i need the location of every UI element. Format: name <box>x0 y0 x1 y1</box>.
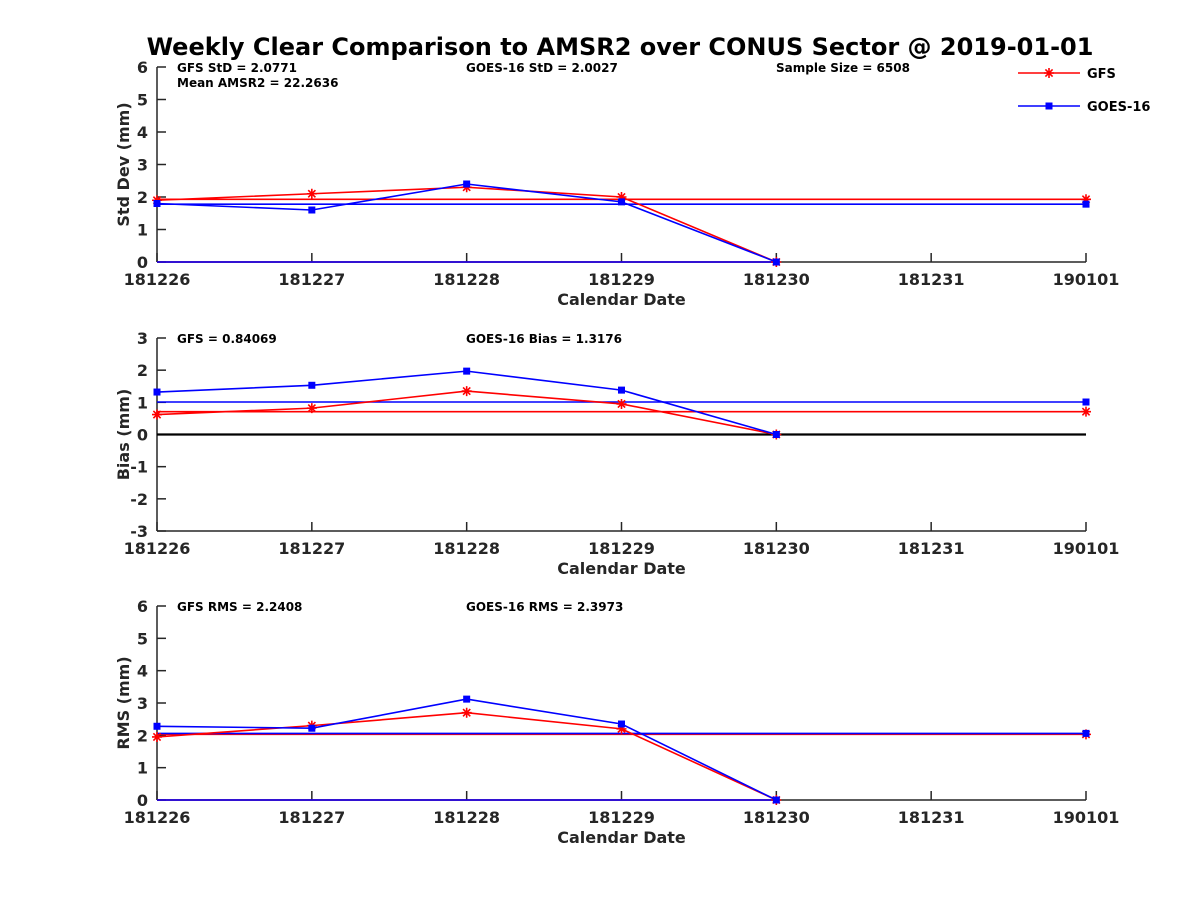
reference-line-end-marker <box>1081 406 1091 417</box>
data-point-goes-16 <box>618 198 625 206</box>
x-tick-label: 181230 <box>743 539 810 558</box>
data-point-goes-16 <box>463 180 471 188</box>
data-point-goes-16 <box>308 724 316 732</box>
x-tick-label: 181229 <box>588 270 655 289</box>
annotation-gfs: GFS StD = 2.0771 <box>177 61 297 75</box>
y-axis-label: RMS (mm) <box>114 656 133 749</box>
x-tick-label: 181226 <box>124 808 191 827</box>
x-tick-label: 181227 <box>278 539 345 558</box>
legend-label: GOES-16 <box>1087 100 1150 115</box>
annotation-goes: GOES-16 RMS = 2.3973 <box>466 600 623 614</box>
data-point-goes-16 <box>618 386 625 394</box>
data-point-gfs <box>152 409 162 420</box>
reference-line-end-marker <box>1081 194 1091 205</box>
y-tick-label: 0 <box>137 253 148 272</box>
annotation-goes: GOES-16 Bias = 1.3176 <box>466 332 622 346</box>
annotation-sample: Sample Size = 6508 <box>776 61 910 75</box>
series-line-gfs <box>156 390 777 436</box>
y-tick-label: 5 <box>137 629 148 648</box>
annotation-goes: GOES-16 StD = 2.0027 <box>466 61 618 75</box>
annotation-mean: Mean AMSR2 = 22.2636 <box>177 76 338 90</box>
y-tick-label: 6 <box>137 58 148 77</box>
series-line-gfs <box>156 186 777 263</box>
x-tick-label: 190101 <box>1053 270 1120 289</box>
y-tick-label: -3 <box>130 522 148 541</box>
data-point-goes-16 <box>463 367 471 375</box>
y-tick-label: 1 <box>137 759 148 778</box>
x-tick-label: 181230 <box>743 808 810 827</box>
y-tick-label: 2 <box>137 726 148 745</box>
legend: GFS GOES-16 <box>1018 67 1150 115</box>
x-axis-label: Calendar Date <box>557 290 686 309</box>
y-tick-label: 2 <box>137 188 148 207</box>
y-tick-label: 2 <box>137 361 148 380</box>
reference-line-end-marker <box>1082 200 1090 208</box>
data-point-goes-16 <box>463 695 471 703</box>
x-tick-label: 181228 <box>433 808 500 827</box>
data-point-goes-16 <box>153 388 161 396</box>
y-tick-label: -2 <box>130 490 148 509</box>
data-point-gfs <box>461 386 472 397</box>
reference-line-end-marker <box>1082 398 1090 406</box>
y-tick-label: 3 <box>137 694 148 713</box>
x-tick-label: 181229 <box>588 539 655 558</box>
series-line-goes-16 <box>156 370 777 436</box>
data-point-goes-16 <box>772 258 780 266</box>
chart-title: Weekly Clear Comparison to AMSR2 over CO… <box>147 33 1094 61</box>
x-tick-label: 190101 <box>1053 808 1120 827</box>
x-tick-label: 181226 <box>124 539 191 558</box>
data-point-gfs <box>461 707 472 718</box>
data-point-goes-16 <box>308 206 316 214</box>
y-tick-label: 3 <box>137 156 148 175</box>
x-tick-label: 181228 <box>433 270 500 289</box>
data-point-goes-16 <box>153 200 161 207</box>
data-point-gfs <box>152 731 162 742</box>
data-point-gfs <box>616 723 627 734</box>
y-tick-label: 4 <box>137 123 148 142</box>
y-tick-label: 1 <box>137 221 148 240</box>
y-tick-label: 4 <box>137 662 148 681</box>
data-point-goes-16 <box>153 722 161 730</box>
data-point-goes-16 <box>618 720 625 728</box>
x-tick-label: 181227 <box>278 270 345 289</box>
y-tick-label: 0 <box>137 426 148 445</box>
x-tick-label: 181231 <box>898 270 965 289</box>
data-point-goes-16 <box>308 381 316 389</box>
reference-line-end-marker <box>1082 729 1090 737</box>
chart-panel-3: 0 1 2 3 4 5 6 181226 181227 181228 181229 181230 181… <box>114 597 1119 847</box>
x-tick-label: 181231 <box>898 539 965 558</box>
legend-label: GFS <box>1087 67 1116 82</box>
x-tick-label: 181231 <box>898 808 965 827</box>
data-point-goes-16 <box>772 431 780 438</box>
x-tick-label: 181227 <box>278 808 345 827</box>
x-axis-label: Calendar Date <box>557 828 686 847</box>
data-point-gfs <box>306 403 317 414</box>
y-axis-label: Std Dev (mm) <box>114 102 133 226</box>
chart-panel-1: 0 1 2 3 4 5 6 181226 181227 181228 181229 181230 181… <box>114 58 1119 309</box>
y-tick-label: 3 <box>137 329 148 348</box>
data-point-gfs <box>616 398 627 409</box>
y-tick-label: -1 <box>130 458 148 477</box>
y-tick-label: 6 <box>137 597 148 616</box>
legend-marker <box>1045 102 1053 110</box>
x-tick-label: 190101 <box>1053 539 1120 558</box>
y-tick-label: 0 <box>137 791 148 810</box>
y-tick-label: 5 <box>137 91 148 110</box>
x-tick-label: 181228 <box>433 539 500 558</box>
data-point-gfs <box>306 188 317 199</box>
x-tick-label: 181226 <box>124 270 191 289</box>
legend-marker <box>1044 68 1054 78</box>
y-tick-label: 1 <box>137 393 148 412</box>
data-point-goes-16 <box>772 796 780 804</box>
annotation-gfs: GFS RMS = 2.2408 <box>177 600 302 614</box>
x-axis-label: Calendar Date <box>557 559 686 578</box>
chart-panel-2: -3 -2 -1 0 1 2 3 181226 181227 181228 181229 181230… <box>114 329 1119 578</box>
series-line-gfs <box>156 711 777 801</box>
x-tick-label: 181230 <box>743 270 810 289</box>
annotation-gfs: GFS = 0.84069 <box>177 332 277 346</box>
x-tick-label: 181229 <box>588 808 655 827</box>
y-axis-label: Bias (mm) <box>114 389 133 481</box>
data-point-gfs <box>616 192 627 202</box>
